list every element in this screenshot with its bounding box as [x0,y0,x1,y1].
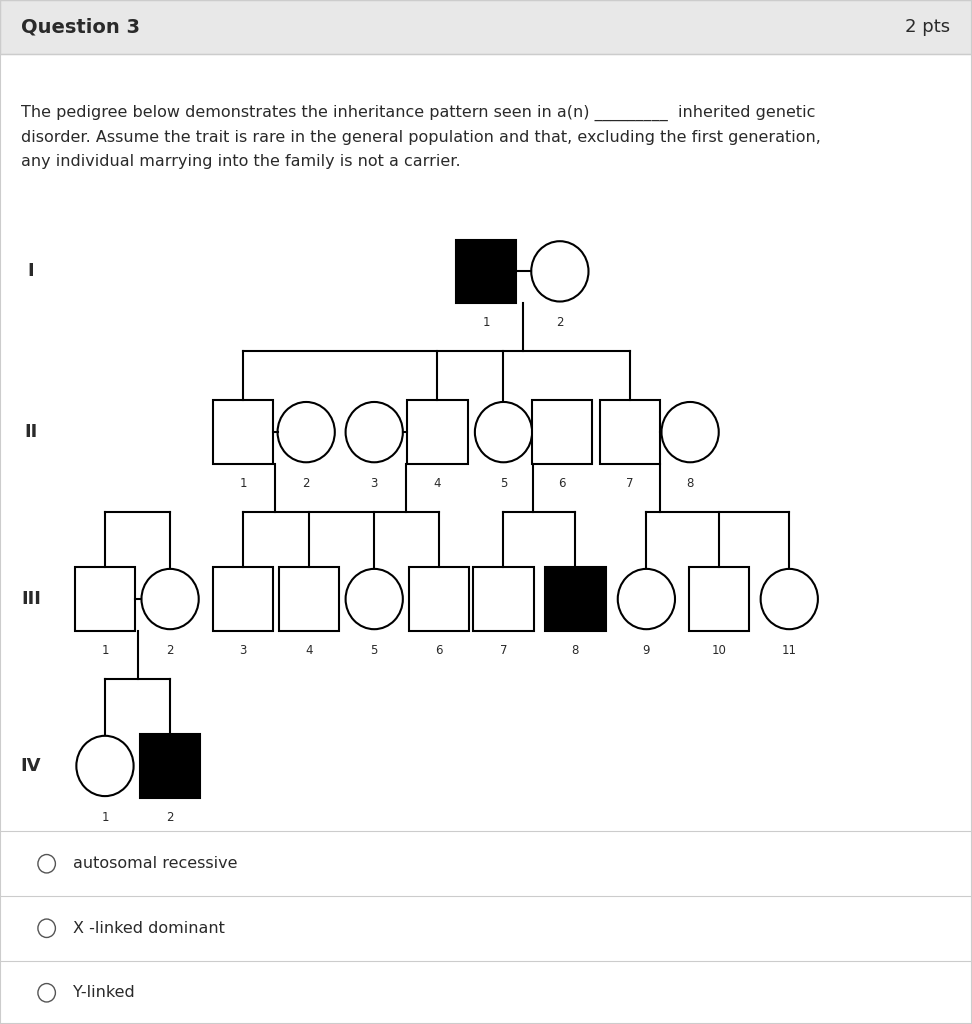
Bar [279,567,339,631]
Bar [456,240,516,303]
Text: 7: 7 [500,644,507,657]
Text: Y-linked: Y-linked [73,985,135,1000]
Text: 2: 2 [166,644,174,657]
Text: 6: 6 [435,644,443,657]
Text: 1: 1 [101,811,109,824]
Text: 8: 8 [572,644,579,657]
Text: 9: 9 [642,644,650,657]
Bar [213,567,273,631]
Text: 8: 8 [686,477,694,490]
Text: 2: 2 [556,316,564,330]
Ellipse shape [761,569,817,629]
Text: 1: 1 [239,477,247,490]
Text: Question 3: Question 3 [21,17,140,37]
Bar [140,734,200,798]
Ellipse shape [346,402,402,462]
Circle shape [38,920,55,938]
Text: X -linked dominant: X -linked dominant [73,921,225,936]
Text: 2 pts: 2 pts [906,18,951,36]
Text: 5: 5 [500,477,507,490]
Ellipse shape [278,402,334,462]
Bar [407,400,468,464]
Text: 1: 1 [482,316,490,330]
Bar [600,400,660,464]
Ellipse shape [532,242,588,301]
Text: 1: 1 [101,644,109,657]
Text: 3: 3 [239,644,247,657]
Text: The pedigree below demonstrates the inheritance pattern seen in a(n) _________  : The pedigree below demonstrates the inhe… [21,104,821,169]
Circle shape [38,854,55,872]
Bar [0,0,972,54]
Text: 4: 4 [305,644,313,657]
Ellipse shape [662,402,718,462]
Text: 7: 7 [626,477,634,490]
Text: 4: 4 [434,477,441,490]
Ellipse shape [618,569,675,629]
Text: I: I [28,262,34,281]
Bar [75,567,135,631]
Text: 6: 6 [558,477,566,490]
Bar [689,567,749,631]
Text: 2: 2 [302,477,310,490]
Text: 10: 10 [712,644,727,657]
Text: 11: 11 [781,644,797,657]
Ellipse shape [142,569,198,629]
Ellipse shape [346,569,402,629]
Bar [473,567,534,631]
Bar [409,567,469,631]
Circle shape [38,983,55,1001]
Text: III: III [21,590,41,608]
Text: IV: IV [20,757,42,775]
Text: 3: 3 [370,477,378,490]
Text: 2: 2 [166,811,174,824]
Ellipse shape [475,402,532,462]
Bar [213,400,273,464]
Bar [545,567,606,631]
Text: II: II [24,423,38,441]
Ellipse shape [77,736,133,796]
Text: 5: 5 [370,644,378,657]
Bar [532,400,592,464]
Text: autosomal recessive: autosomal recessive [73,856,237,871]
